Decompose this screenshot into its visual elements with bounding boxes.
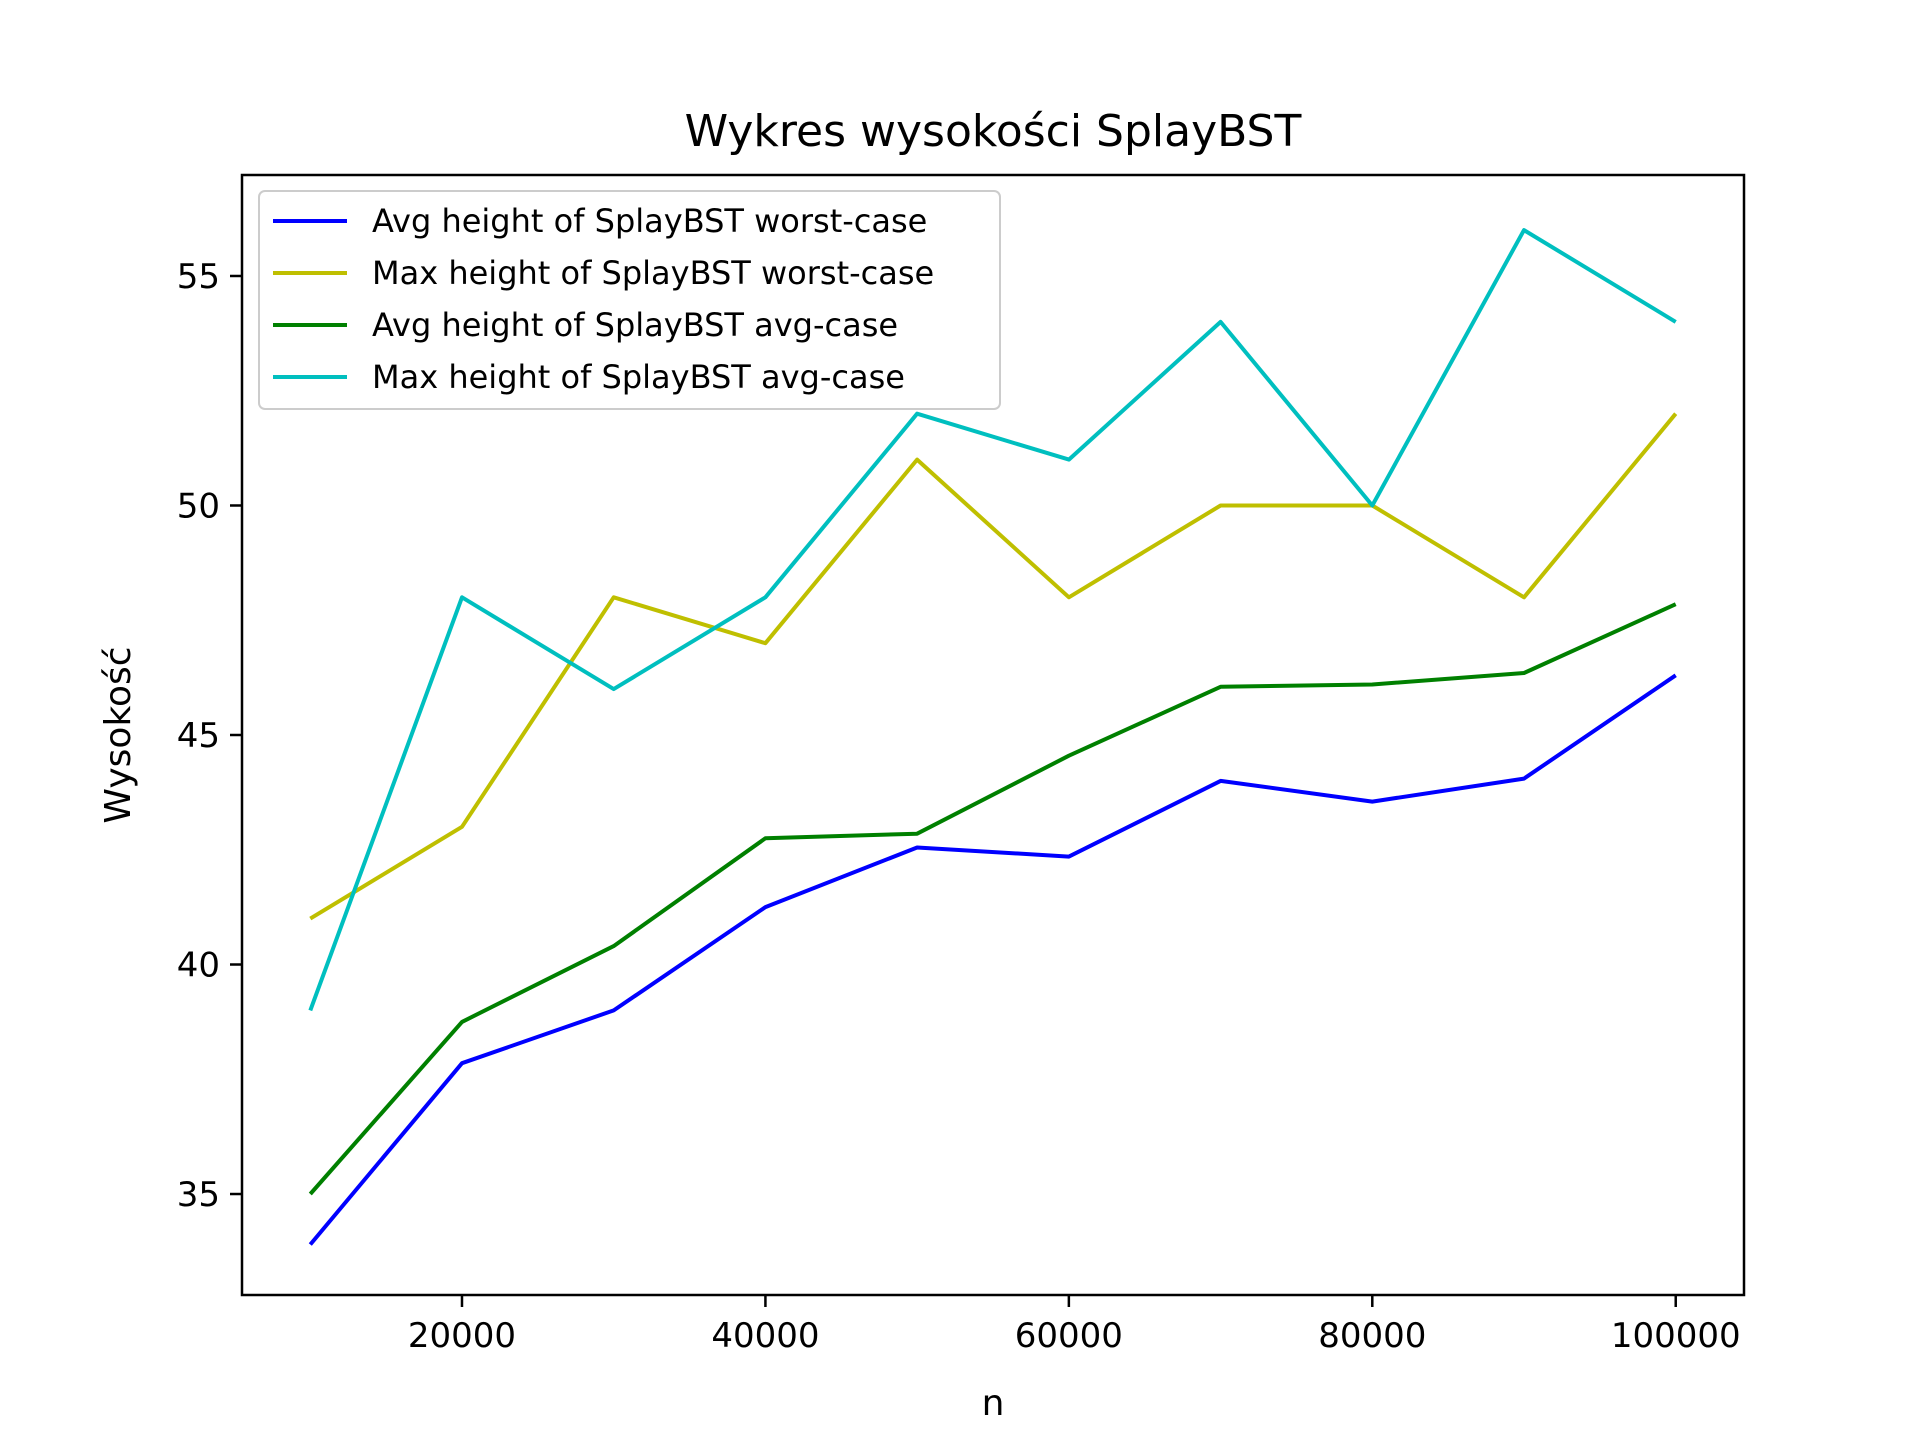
- x-tick-label: 20000: [408, 1316, 516, 1356]
- chart-title: Wykres wysokości SplayBST: [685, 106, 1302, 157]
- x-tick-label: 100000: [1611, 1316, 1741, 1356]
- y-axis-label: Wysokość: [98, 646, 139, 823]
- x-tick-label: 40000: [711, 1316, 819, 1356]
- x-tick-label: 80000: [1318, 1316, 1426, 1356]
- y-axis: 35 40 45 50 55: [177, 257, 242, 1215]
- y-tick-label: 50: [177, 486, 220, 526]
- x-tick-label: 60000: [1015, 1316, 1123, 1356]
- legend: Avg height of SplayBST worst-case Max hei…: [258, 190, 1001, 410]
- series-line: [308, 228, 1677, 1012]
- x-axis-label: n: [982, 1383, 1005, 1424]
- legend-entry-label: Avg height of SplayBST avg-case: [372, 306, 898, 344]
- y-tick-label: 35: [177, 1175, 220, 1215]
- legend-entry-label: Avg height of SplayBST worst-case: [372, 202, 927, 240]
- legend-box: [258, 190, 1001, 410]
- legend-entry-label: Max height of SplayBST worst-case: [372, 254, 934, 292]
- y-tick-label: 55: [177, 257, 220, 297]
- series-line: [309, 412, 1678, 921]
- legend-entry-label: Max height of SplayBST avg-case: [372, 358, 905, 396]
- series-lines: [308, 228, 1678, 1246]
- series-line: [308, 602, 1677, 1196]
- x-axis: 20000 40000 60000 80000 100000: [408, 1295, 1741, 1356]
- y-tick-label: 45: [177, 716, 220, 756]
- series-line: [308, 673, 1677, 1246]
- y-tick-label: 40: [177, 946, 220, 986]
